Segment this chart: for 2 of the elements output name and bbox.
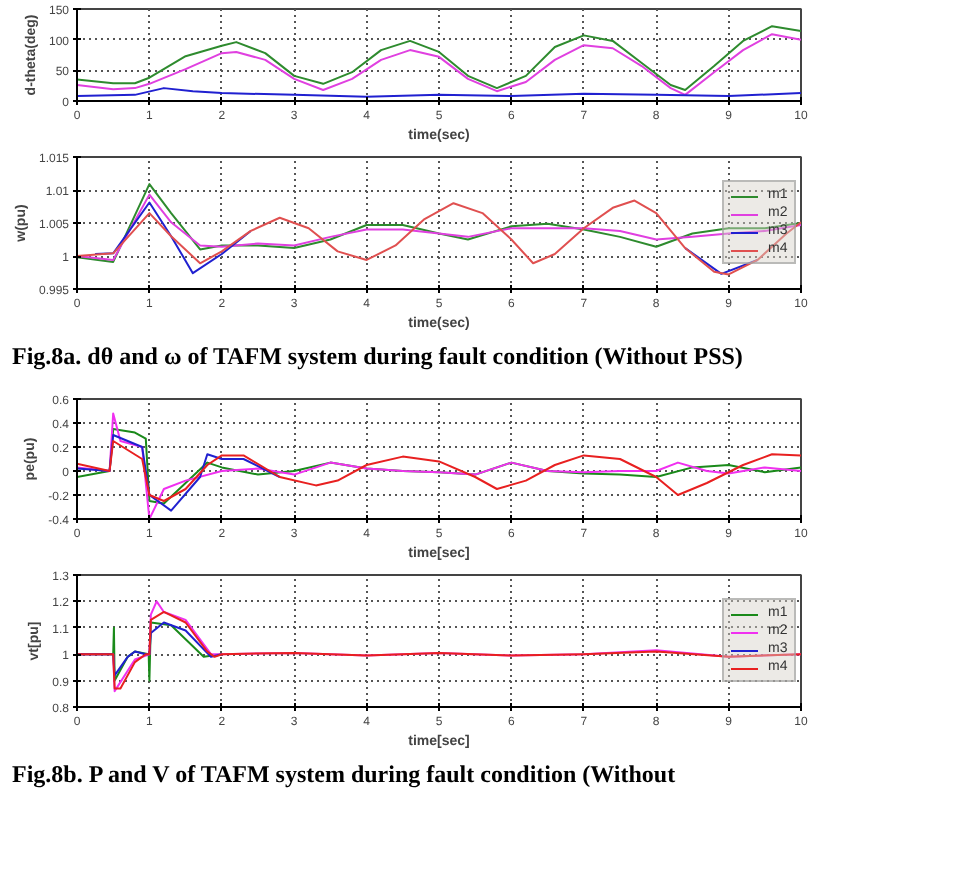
caption: Fig.8a. dθ and ω of TAFM system during fault condition (Without PSS) (12, 340, 743, 374)
caption: Fig.8b. P and V of TAFM system during fault condition (Without (12, 758, 676, 793)
